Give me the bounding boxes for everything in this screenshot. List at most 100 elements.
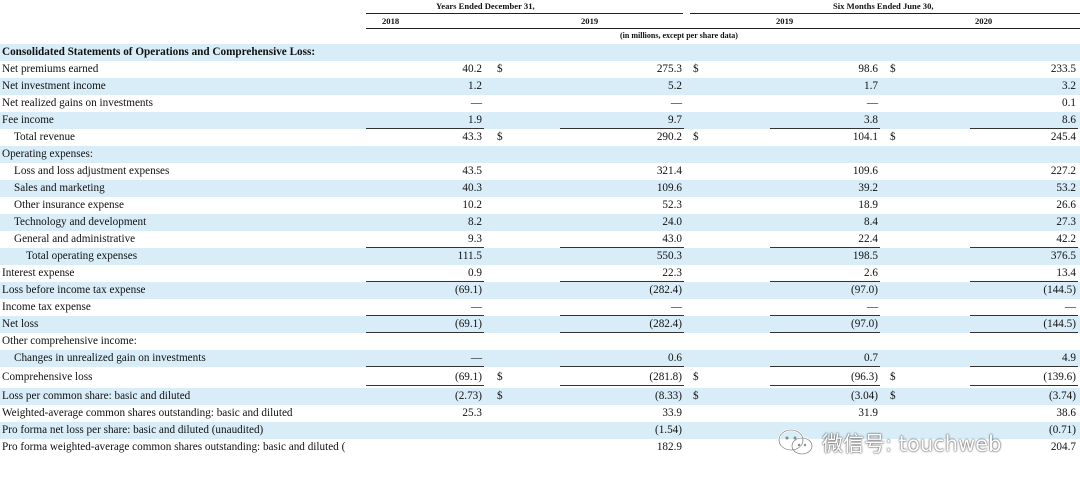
row-label: Loss and loss adjustment expenses xyxy=(14,165,170,177)
value-cell: 182.9 xyxy=(656,441,682,453)
currency-symbol xyxy=(693,163,703,180)
row-label: Net premiums earned xyxy=(2,63,99,75)
table-row: Other comprehensive income: xyxy=(0,333,1080,350)
currency-symbol xyxy=(693,112,703,129)
value-cell xyxy=(392,44,482,61)
value-cell: 204.7 xyxy=(1050,441,1076,453)
currency-symbol xyxy=(890,282,900,299)
value-cell: — xyxy=(866,97,878,109)
value-cell: 227.2 xyxy=(1050,165,1076,177)
table-row: Total revenue 43.3 290.2 104.1 245.4 $ $ $ xyxy=(0,129,1080,146)
value-cell: 9.3 xyxy=(468,233,482,245)
subtotal-rule xyxy=(970,281,1078,282)
currency-symbol xyxy=(693,197,703,214)
table-row: Net premiums earned 40.2 275.3 98.6 233.5 $ $ $ xyxy=(0,61,1080,78)
currency-symbol xyxy=(693,282,703,299)
row-label: Consolidated Statements of Operations an… xyxy=(2,46,316,58)
value-cell xyxy=(592,146,682,163)
value-cell: — xyxy=(470,352,482,364)
table-row: Consolidated Statements of Operations an… xyxy=(0,44,1080,61)
subtotal-rule xyxy=(560,247,684,248)
value-cell: (97.0) xyxy=(850,284,878,296)
row-label: Pro forma net loss per share: basic and … xyxy=(2,424,264,436)
value-cell: — xyxy=(866,301,878,313)
currency-symbol xyxy=(890,405,900,422)
value-cell: (69.1) xyxy=(454,318,482,330)
currency-symbol xyxy=(497,146,507,163)
value-cell xyxy=(392,422,482,439)
value-cell: (144.5) xyxy=(1043,318,1076,330)
currency-symbol xyxy=(890,316,900,333)
row-label: Comprehensive loss xyxy=(2,371,93,383)
currency-symbol xyxy=(497,282,507,299)
currency-symbol: $ xyxy=(890,371,896,383)
currency-symbol: $ xyxy=(890,131,896,143)
currency-symbol xyxy=(497,95,507,112)
months-group-header: Six Months Ended June 30, xyxy=(833,1,934,11)
value-cell xyxy=(592,44,682,61)
value-cell: 9.7 xyxy=(668,114,682,126)
subtotal-rule xyxy=(366,247,484,248)
currency-symbol xyxy=(890,231,900,248)
value-cell: 1.9 xyxy=(468,114,482,126)
value-cell: 27.3 xyxy=(1056,216,1076,228)
row-label: Fee income xyxy=(2,114,54,126)
value-cell: 43.3 xyxy=(462,131,482,143)
value-cell: 98.6 xyxy=(858,63,878,75)
row-label: Income tax expense xyxy=(2,301,91,313)
subtotal-rule xyxy=(560,128,684,129)
value-cell: 52.3 xyxy=(662,199,682,211)
value-cell xyxy=(392,333,482,350)
value-cell: (96.3) xyxy=(850,371,878,383)
col-header-2019-sixmonth: 2019 xyxy=(776,16,794,26)
currency-symbol xyxy=(497,163,507,180)
value-cell: (97.0) xyxy=(850,318,878,330)
value-cell: 3.8 xyxy=(864,114,878,126)
currency-symbol: $ xyxy=(497,63,503,75)
currency-symbol xyxy=(890,44,900,61)
subtotal-rule xyxy=(770,128,880,129)
row-label: Pro forma weighted-average common shares… xyxy=(2,441,346,453)
value-cell: 109.6 xyxy=(852,165,878,177)
value-cell: (2.73) xyxy=(454,390,482,402)
value-cell: 24.0 xyxy=(662,216,682,228)
currency-symbol xyxy=(693,44,703,61)
currency-symbol: $ xyxy=(693,390,699,402)
table-row: Pro forma weighted-average common shares… xyxy=(0,439,1080,456)
value-cell xyxy=(986,44,1076,61)
row-label: Weighted-average common shares outstandi… xyxy=(2,407,293,419)
currency-symbol xyxy=(693,214,703,231)
value-cell: 39.2 xyxy=(858,182,878,194)
subtotal-rule xyxy=(560,332,684,333)
currency-symbol xyxy=(497,197,507,214)
currency-symbol xyxy=(693,316,703,333)
value-cell: 40.3 xyxy=(462,182,482,194)
table-row: General and administrative 9.3 43.0 22.4 42.… xyxy=(0,231,1080,248)
currency-symbol: $ xyxy=(497,371,503,383)
value-cell: 8.4 xyxy=(864,216,878,228)
value-cell: (144.5) xyxy=(1043,284,1076,296)
value-cell: 26.6 xyxy=(1056,199,1076,211)
currency-symbol: $ xyxy=(693,371,699,383)
currency-symbol xyxy=(693,95,703,112)
currency-symbol xyxy=(693,439,703,456)
value-cell: 22.3 xyxy=(662,267,682,279)
table-row: Fee income 1.9 9.7 3.8 8.6 xyxy=(0,112,1080,129)
subtotal-rule xyxy=(970,332,1078,333)
value-cell: (281.8) xyxy=(649,371,682,383)
row-label: Net loss xyxy=(2,318,39,330)
value-cell xyxy=(392,439,482,456)
months-group-rule xyxy=(690,13,1080,14)
row-label: Changes in unrealized gain on investment… xyxy=(14,352,206,364)
subtotal-rule xyxy=(560,366,684,367)
value-cell: 376.5 xyxy=(1050,250,1076,262)
currency-symbol xyxy=(890,350,900,367)
subtotal-rule xyxy=(366,332,484,333)
table-row: Other insurance expense 10.2 52.3 18.9 26.6 xyxy=(0,197,1080,214)
currency-symbol xyxy=(693,180,703,197)
value-cell: — xyxy=(470,97,482,109)
subtotal-rule xyxy=(970,366,1078,367)
subtotal-rule xyxy=(770,366,880,367)
subtotal-rule xyxy=(560,385,684,386)
value-cell xyxy=(592,333,682,350)
